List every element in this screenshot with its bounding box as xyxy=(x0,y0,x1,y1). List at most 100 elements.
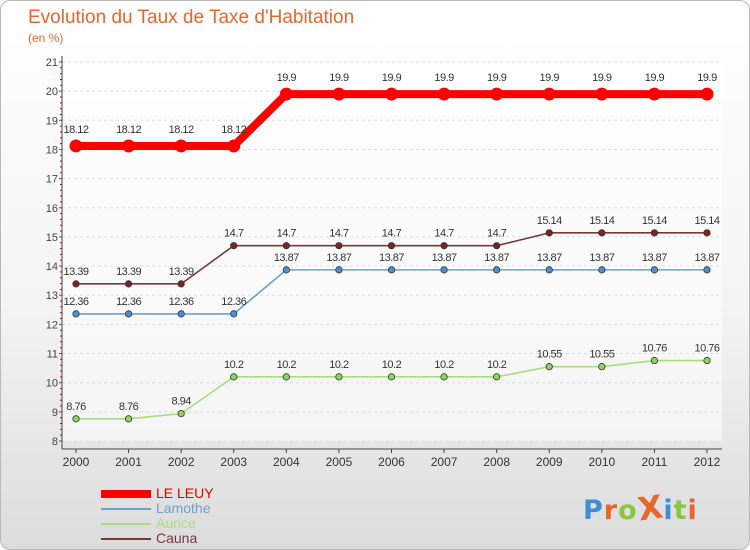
chart-unit-label: (en %) xyxy=(28,31,64,45)
point-aurice-2005 xyxy=(335,373,343,381)
data-label-lamothe-2007: 13.87 xyxy=(432,252,457,264)
data-label-le-leuy-2003: 18.12 xyxy=(221,124,246,136)
point-aurice-2006 xyxy=(387,373,396,381)
data-label-aurice-2012: 10.76 xyxy=(694,343,719,355)
x-tick-label-2011: 2011 xyxy=(642,455,668,469)
point-cauna-2007 xyxy=(440,242,448,250)
data-label-le-leuy-2006: 19.9 xyxy=(382,72,402,84)
point-le-leuy-2009 xyxy=(542,87,556,101)
y-tick-label-10: 10 xyxy=(46,378,58,390)
data-label-le-leuy-2005: 19.9 xyxy=(329,72,349,84)
y-tick-label-18: 18 xyxy=(46,144,58,156)
data-label-lamothe-2009: 13.87 xyxy=(537,252,562,264)
series-cauna: 13.39 13.39 13.39 14.7 14.7 14.7 14.7 14.7 14.7 1… xyxy=(63,215,720,288)
point-aurice-2009 xyxy=(545,363,553,371)
point-aurice-2010 xyxy=(598,363,606,371)
y-tick-label-13: 13 xyxy=(46,290,58,302)
data-label-cauna-2001: 13.39 xyxy=(116,266,141,278)
point-cauna-2000 xyxy=(72,280,80,288)
data-label-cauna-2009: 15.14 xyxy=(537,215,562,227)
point-le-leuy-2003 xyxy=(227,139,241,153)
point-le-leuy-2000 xyxy=(69,139,83,153)
data-label-le-leuy-2008: 19.9 xyxy=(487,72,507,84)
y-tick-label-12: 12 xyxy=(46,319,58,331)
point-cauna-2012 xyxy=(703,229,711,237)
point-aurice-2004 xyxy=(282,373,290,381)
legend-item-cauna: Cauna xyxy=(101,530,301,547)
y-tick-label-15: 15 xyxy=(46,232,58,244)
data-label-cauna-2011: 15.14 xyxy=(642,215,667,227)
data-label-cauna-2006: 14.7 xyxy=(382,228,402,240)
point-cauna-2011 xyxy=(650,229,659,237)
data-label-aurice-2005: 10.2 xyxy=(329,359,349,371)
point-le-leuy-2006 xyxy=(385,87,398,101)
x-tick-label-2007: 2007 xyxy=(431,455,458,469)
data-label-cauna-2007: 14.7 xyxy=(434,228,454,240)
series-aurice: 8.76 8.76 8.94 10.2 10.2 10.2 10.2 10.2 10.2 10.5… xyxy=(66,343,720,423)
legend-swatch-le-leuy xyxy=(101,490,151,498)
x-tick-label-2001: 2001 xyxy=(115,455,142,469)
x-tick-label-2006: 2006 xyxy=(378,455,405,469)
point-le-leuy-2010 xyxy=(595,87,609,101)
data-label-le-leuy-2002: 18.12 xyxy=(169,124,194,136)
y-tick-label-14: 14 xyxy=(46,261,58,273)
data-label-aurice-2011: 10.76 xyxy=(642,343,667,355)
data-label-cauna-2005: 14.7 xyxy=(329,228,349,240)
point-lamothe-2003 xyxy=(230,310,238,318)
data-label-aurice-2007: 10.2 xyxy=(434,359,454,371)
x-tick-label-2004: 2004 xyxy=(273,455,300,469)
data-label-aurice-2006: 10.2 xyxy=(382,359,402,371)
point-le-leuy-2011 xyxy=(647,87,661,101)
legend-item-aurice: Aurice xyxy=(101,515,301,532)
x-tick-label-2012: 2012 xyxy=(694,455,721,469)
data-label-le-leuy-2004: 19.9 xyxy=(277,72,297,84)
data-label-le-leuy-2001: 18.12 xyxy=(116,124,141,136)
point-le-leuy-2007 xyxy=(437,87,451,101)
x-tick-label-2000: 2000 xyxy=(63,455,90,469)
point-lamothe-2000 xyxy=(72,310,80,318)
point-cauna-2004 xyxy=(282,242,290,250)
data-label-cauna-2010: 15.14 xyxy=(589,215,614,227)
data-label-lamothe-2004: 13.87 xyxy=(274,252,299,264)
proxiti-logo: ProXiti xyxy=(583,487,698,529)
legend-item-le-leuy: LE LEUY xyxy=(101,485,301,502)
legend-swatch-cauna xyxy=(101,538,151,540)
legend-swatch-aurice xyxy=(101,523,151,525)
data-label-cauna-2008: 14.7 xyxy=(487,228,507,240)
data-label-le-leuy-2009: 19.9 xyxy=(540,72,560,84)
data-label-aurice-2009: 10.55 xyxy=(537,349,562,361)
point-aurice-2001 xyxy=(124,415,133,423)
data-label-le-leuy-2011: 19.9 xyxy=(645,72,665,84)
data-label-lamothe-2001: 12.36 xyxy=(116,296,141,308)
point-le-leuy-2008 xyxy=(490,87,504,101)
data-label-aurice-2000: 8.76 xyxy=(66,401,86,413)
point-aurice-2007 xyxy=(440,373,448,381)
y-tick-label-9: 9 xyxy=(52,407,58,419)
point-cauna-2005 xyxy=(335,242,343,250)
point-cauna-2008 xyxy=(493,242,501,250)
data-label-cauna-2004: 14.7 xyxy=(277,228,297,240)
point-aurice-2011 xyxy=(650,356,659,365)
data-label-lamothe-2003: 12.36 xyxy=(221,296,246,308)
x-tick-label-2010: 2010 xyxy=(588,455,615,469)
point-cauna-2002 xyxy=(177,280,185,288)
point-le-leuy-2012 xyxy=(700,87,714,101)
point-aurice-2000 xyxy=(72,415,80,423)
point-cauna-2003 xyxy=(230,242,238,250)
x-tick-label-2002: 2002 xyxy=(168,455,195,469)
chart-title: Evolution du Taux de Taxe d'Habitation xyxy=(28,7,355,28)
point-cauna-2010 xyxy=(598,229,606,237)
point-le-leuy-2001 xyxy=(122,139,136,153)
legend-item-lamothe: Lamothe xyxy=(101,500,301,517)
x-tick-label-2009: 2009 xyxy=(536,455,563,469)
point-cauna-2009 xyxy=(545,229,553,237)
data-label-aurice-2010: 10.55 xyxy=(589,349,614,361)
data-label-cauna-2000: 13.39 xyxy=(63,266,88,278)
series-le-leuy: 18.12 18.12 18.12 18.12 19.9 19.9 19.9 19.9 19.9… xyxy=(63,72,718,153)
data-label-lamothe-2011: 13.87 xyxy=(642,252,667,264)
point-aurice-2008 xyxy=(493,373,501,381)
data-label-aurice-2001: 8.76 xyxy=(119,401,139,413)
point-le-leuy-2002 xyxy=(174,139,188,153)
y-tick-label-19: 19 xyxy=(46,115,58,127)
